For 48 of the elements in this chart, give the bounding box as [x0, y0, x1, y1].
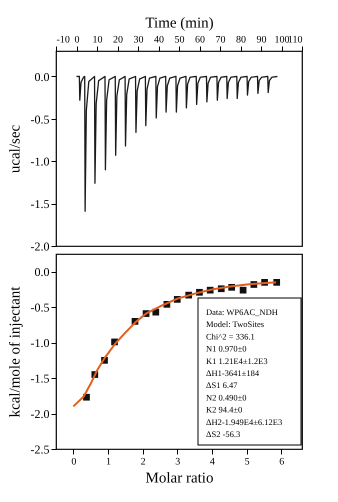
- annotation: Model: TwoSites: [206, 319, 264, 330]
- x-tick-label: 30: [134, 34, 144, 46]
- annotation: ΔS2 -56.3: [206, 429, 240, 439]
- y-tick-label: -1.0: [30, 336, 50, 350]
- y-tick-label: -1.5: [30, 197, 50, 212]
- x-tick-label: 20: [113, 34, 123, 46]
- y-tick-label: 0.0: [34, 70, 50, 84]
- y-tick-label: -1.0: [30, 154, 50, 169]
- y-tick-label: -2.0: [30, 407, 50, 422]
- point: [240, 286, 246, 294]
- x-tick-label: 6: [279, 456, 284, 468]
- y-tick-label: -2.5: [30, 442, 50, 456]
- annotation: K2 94.4±0: [206, 404, 242, 415]
- annotation: Data: WP6AC_NDH: [206, 307, 278, 317]
- x-tick-label: -10: [56, 34, 70, 46]
- y-tick-label: -2.0: [30, 240, 50, 254]
- annotation: Chi^2 = 336.1: [206, 331, 255, 342]
- x-tick-label: 60: [195, 34, 205, 46]
- x-tick-label: 2: [140, 456, 146, 468]
- y-tick-label: -1.5: [30, 372, 50, 386]
- x-tick-label: 80: [236, 34, 246, 46]
- x-tick-label: 0: [74, 34, 80, 46]
- y-tick-label: -0.5: [30, 112, 50, 126]
- annotation: K1 1.21E4±1.2E3: [206, 356, 268, 366]
- x-tick-label: 3: [175, 456, 180, 468]
- y-axis-title: ucal/sec: [8, 124, 24, 174]
- annotation: N2 0.490±0: [206, 392, 247, 402]
- annotation: N1 0.970±0: [206, 344, 247, 354]
- y-tick-label: 0.0: [34, 265, 50, 280]
- line-series: [76, 76, 278, 212]
- x-tick-label: 10: [92, 34, 102, 46]
- x-tick-label: 90: [256, 34, 266, 46]
- y-axis-title: kcal/mole of injectant: [8, 286, 24, 418]
- y-tick-label: -0.5: [30, 300, 50, 315]
- x-tick-label: 1: [106, 456, 111, 468]
- x-axis-title: Molar ratio: [146, 470, 214, 486]
- x-tick-label: 70: [216, 34, 226, 46]
- x-tick-label: 0: [71, 456, 76, 468]
- x-tick-label: 4: [210, 456, 215, 468]
- annotation: ΔH2-1.949E4±6.12E3: [206, 416, 282, 427]
- x-tick-label: 50: [174, 34, 184, 46]
- x-tick-label: 110: [288, 34, 302, 46]
- x-axis-title: Time (min): [145, 16, 214, 32]
- annotation: ΔH1-3641±184: [206, 368, 260, 378]
- annotation: ΔS1 6.47: [206, 380, 238, 390]
- x-tick-label: 5: [244, 456, 250, 468]
- x-tick-label: 100: [274, 34, 290, 46]
- x-tick-label: 40: [154, 34, 164, 46]
